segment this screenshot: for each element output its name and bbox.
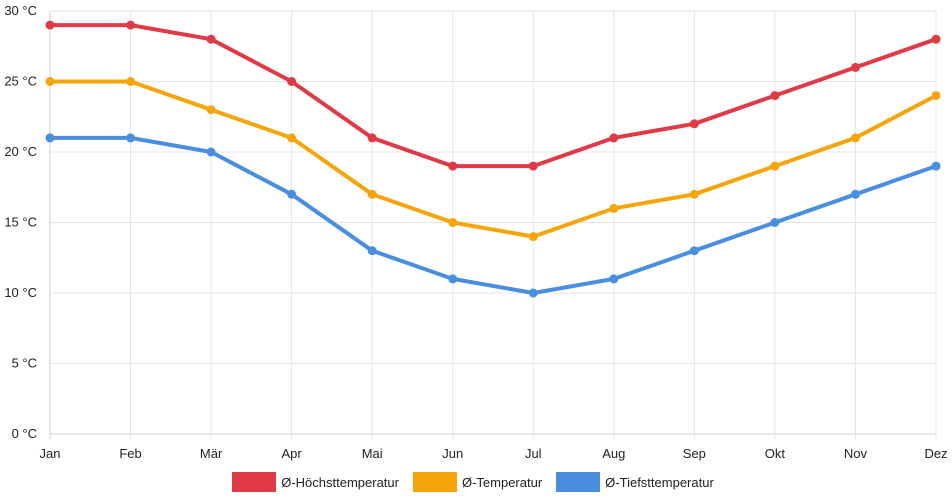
x-tick-label: Okt	[765, 446, 786, 461]
series-line-2	[48, 135, 938, 295]
chart-legend: Ø-Höchsttemperatur Ø-Temperatur Ø-Tiefstte…	[0, 472, 952, 492]
data-point	[931, 161, 941, 171]
legend-item[interactable]: Ø-Tiefsttemperatur	[556, 472, 714, 492]
data-point	[689, 189, 699, 199]
x-tick-label: Sep	[683, 446, 706, 461]
data-point	[609, 133, 619, 143]
x-tick-label: Dez	[924, 446, 947, 461]
y-tick-label: 25 °C	[4, 74, 37, 89]
data-point	[126, 20, 136, 30]
x-tick-label: Nov	[844, 446, 868, 461]
y-tick-label: 15 °C	[4, 215, 37, 230]
y-tick-label: 0 °C	[12, 426, 37, 441]
series-line-0	[48, 23, 938, 169]
y-tick-label: 30 °C	[4, 3, 37, 18]
legend-label: Ø-Tiefsttemperatur	[605, 474, 714, 490]
x-tick-label: Jun	[442, 446, 463, 461]
legend-swatch	[556, 472, 601, 492]
chart-canvas: 0 °C 5 °C 10 °C 15 °C 20 °C 25 °C 30 °C Jan Feb M…	[4, 3, 947, 461]
data-point	[931, 34, 941, 44]
legend-label: Ø-Temperatur	[461, 474, 543, 490]
x-tick-label: Apr	[282, 446, 303, 461]
data-point	[448, 218, 458, 227]
data-point	[528, 161, 538, 171]
series-line-1	[48, 79, 938, 239]
data-point	[287, 77, 297, 86]
data-point	[850, 133, 860, 143]
data-point	[367, 133, 377, 143]
x-tick-label: Mär	[200, 446, 223, 461]
data-point	[850, 62, 860, 72]
legend-item[interactable]: Ø-Höchsttemperatur	[232, 472, 399, 492]
data-point	[367, 189, 377, 199]
x-tick-label: Jan	[40, 446, 61, 461]
data-point	[206, 34, 216, 44]
y-tick-label: 10 °C	[4, 285, 37, 300]
legend-swatch	[412, 472, 457, 492]
data-point	[770, 161, 780, 171]
data-point	[206, 147, 216, 157]
data-point	[367, 246, 377, 256]
data-point	[528, 232, 538, 242]
data-point	[609, 203, 619, 213]
data-point	[448, 274, 458, 284]
data-point	[770, 218, 780, 227]
data-point	[45, 133, 55, 143]
data-point	[689, 246, 699, 256]
data-point	[770, 91, 780, 101]
legend-swatch	[232, 472, 277, 492]
x-tick-label: Feb	[119, 446, 141, 461]
y-tick-label: 5 °C	[12, 356, 37, 371]
data-point	[528, 288, 538, 298]
data-point	[850, 189, 860, 199]
x-tick-label: Mai	[362, 446, 383, 461]
data-point	[45, 20, 55, 30]
data-point	[931, 91, 941, 101]
data-point	[689, 119, 699, 129]
legend-label: Ø-Höchsttemperatur	[281, 474, 399, 490]
data-point	[287, 133, 297, 143]
data-point	[609, 274, 619, 284]
data-point	[448, 161, 458, 171]
data-point	[206, 105, 216, 115]
data-point	[45, 77, 55, 86]
y-tick-label: 20 °C	[4, 144, 37, 159]
data-point	[287, 189, 297, 199]
x-tick-label: Aug	[602, 446, 625, 461]
data-point	[126, 77, 136, 86]
x-tick-label: Jul	[525, 446, 542, 461]
data-point	[126, 133, 136, 143]
legend-item[interactable]: Ø-Temperatur	[412, 472, 543, 492]
